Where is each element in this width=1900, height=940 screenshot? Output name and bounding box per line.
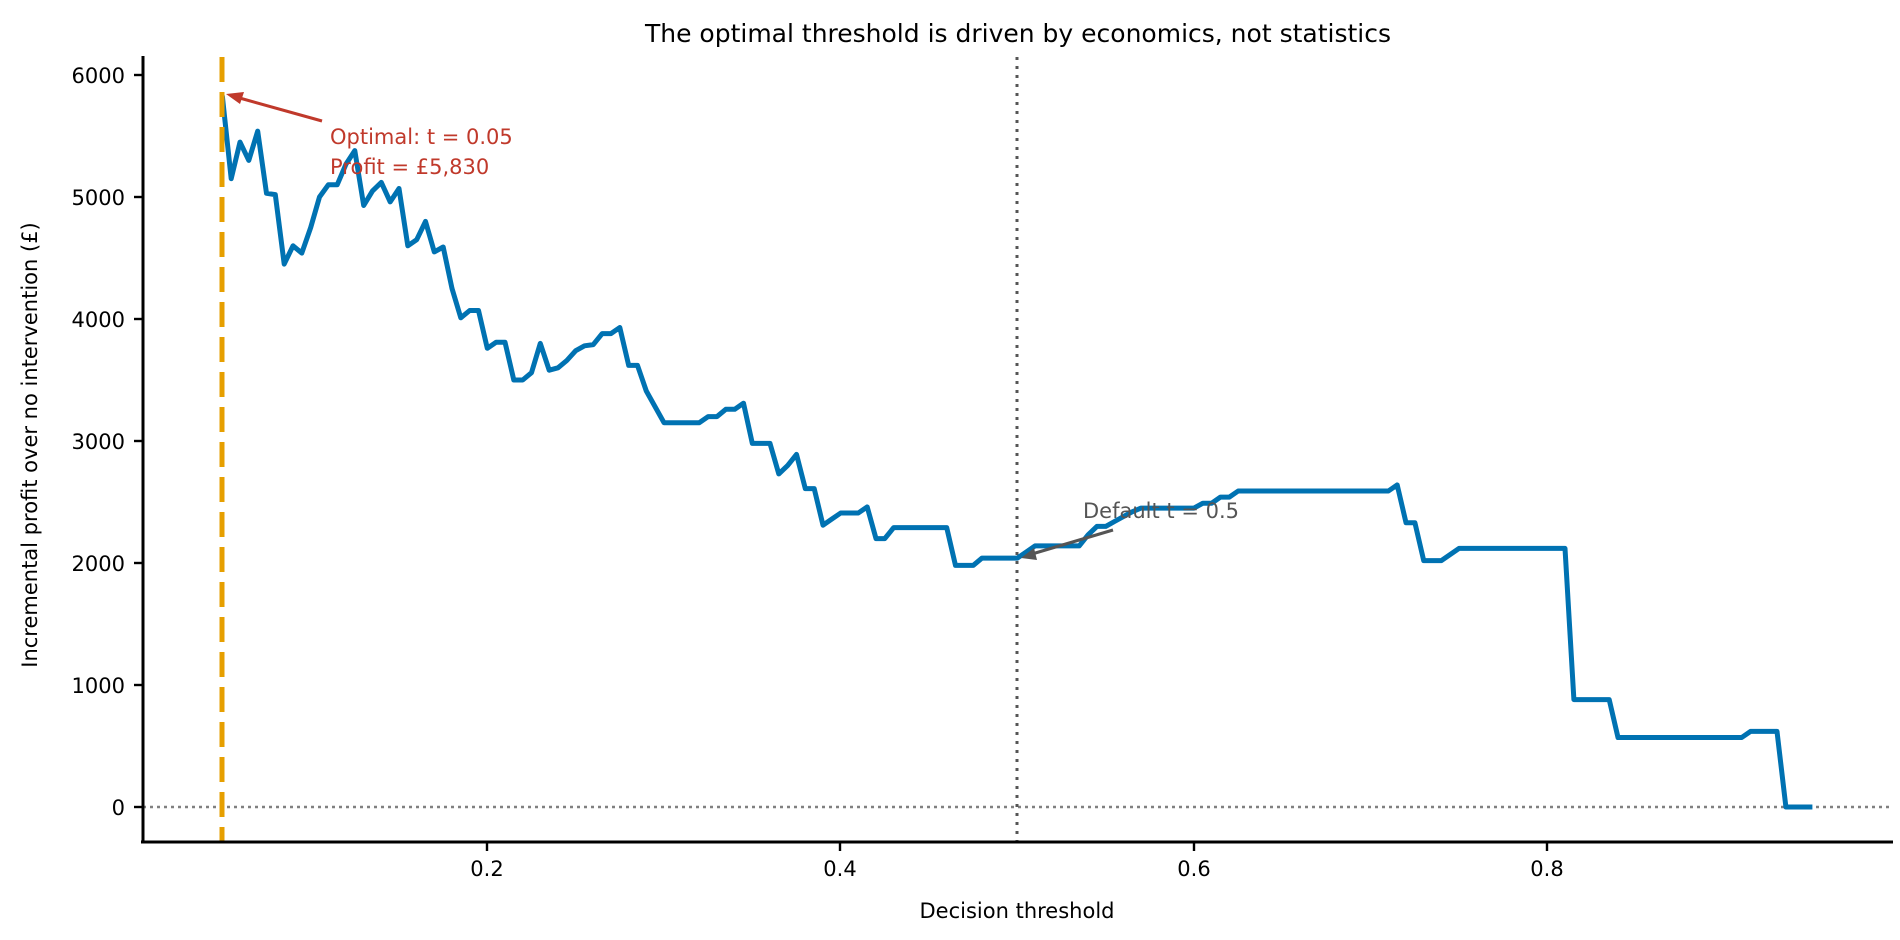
y-tick-label: 5000 bbox=[72, 186, 125, 210]
y-tick-label: 2000 bbox=[72, 552, 125, 576]
y-tick-label: 4000 bbox=[72, 308, 125, 332]
y-tick-label: 6000 bbox=[72, 64, 125, 88]
x-tick-label: 0.2 bbox=[470, 857, 503, 881]
x-tick-label: 0.6 bbox=[1177, 857, 1210, 881]
default-annotation: Default t = 0.5 bbox=[1021, 499, 1239, 560]
optimal-annotation: Optimal: t = 0.05 Profit = £5,830 bbox=[226, 92, 513, 179]
y-ticks: 0 1000 2000 3000 4000 5000 6000 bbox=[72, 64, 143, 820]
default-label: Default t = 0.5 bbox=[1083, 499, 1239, 523]
chart-title: The optimal threshold is driven by econo… bbox=[644, 19, 1391, 48]
optimal-label: Optimal: t = 0.05 bbox=[330, 125, 513, 149]
y-tick-label: 3000 bbox=[72, 430, 125, 454]
y-tick-label: 0 bbox=[112, 796, 125, 820]
y-tick-label: 1000 bbox=[72, 674, 125, 698]
x-axis-label: Decision threshold bbox=[920, 899, 1115, 923]
optimal-profit-label: Profit = £5,830 bbox=[330, 155, 489, 179]
arrow-head-icon bbox=[226, 92, 244, 104]
y-axis-label: Incremental profit over no intervention … bbox=[18, 222, 42, 668]
x-ticks: 0.2 0.4 0.6 0.8 bbox=[470, 842, 1564, 881]
x-tick-label: 0.8 bbox=[1530, 857, 1563, 881]
profit-curve bbox=[219, 95, 1813, 810]
arrow-head-icon bbox=[1021, 548, 1037, 560]
x-tick-label: 0.4 bbox=[823, 857, 856, 881]
